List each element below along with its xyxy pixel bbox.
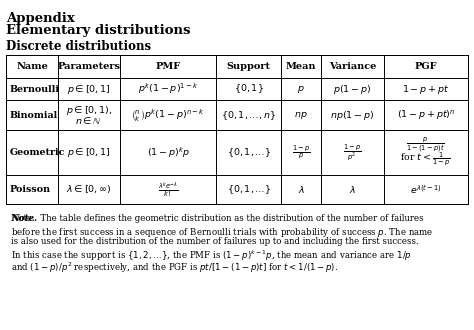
Text: $np$: $np$ (294, 110, 308, 121)
Text: $\lambda$: $\lambda$ (298, 184, 305, 195)
Text: $p^k(1-p)^{1-k}$: $p^k(1-p)^{1-k}$ (138, 82, 198, 96)
Text: Bernoulli: Bernoulli (9, 84, 59, 94)
Text: $(1-p)^k p$: $(1-p)^k p$ (146, 145, 190, 160)
Text: $\frac{1-p}{p}$: $\frac{1-p}{p}$ (292, 144, 310, 161)
Text: $\frac{p}{1-(1-p)t}$: $\frac{p}{1-(1-p)t}$ (406, 135, 445, 154)
Text: $\lambda \in [0,\infty)$: $\lambda \in [0,\infty)$ (66, 183, 112, 195)
Text: Note.: Note. (11, 214, 37, 223)
Text: $p(1-p)$: $p(1-p)$ (333, 82, 372, 96)
Text: Name: Name (16, 62, 48, 71)
Text: Appendix: Appendix (6, 12, 75, 25)
Text: Elementary distributions: Elementary distributions (6, 24, 191, 37)
Text: Poisson: Poisson (9, 185, 50, 194)
Text: $\{0,1\}$: $\{0,1\}$ (234, 83, 264, 95)
Text: $\lambda$: $\lambda$ (349, 184, 356, 195)
Text: $\{0,1,\ldots,n\}$: $\{0,1,\ldots,n\}$ (221, 109, 276, 121)
Text: $p$: $p$ (297, 83, 305, 95)
Text: Discrete distributions: Discrete distributions (6, 40, 151, 52)
Bar (6, 55, 468, 204)
Text: is also used for the distribution of the number of failures up to and including : is also used for the distribution of the… (11, 237, 419, 247)
Text: $n \in \mathbb{N}$: $n \in \mathbb{N}$ (75, 115, 102, 126)
Text: Mean: Mean (286, 62, 316, 71)
Text: Geometric: Geometric (9, 148, 64, 157)
Text: before the first success in a sequence of Bernoulli trials with probability of s: before the first success in a sequence o… (11, 226, 434, 239)
Text: $\binom{n}{k}p^k(1-p)^{n-k}$: $\binom{n}{k}p^k(1-p)^{n-k}$ (131, 107, 205, 123)
Text: $\{0,1,\ldots\}$: $\{0,1,\ldots\}$ (227, 183, 271, 196)
Text: PMF: PMF (155, 62, 181, 71)
Text: Support: Support (227, 62, 271, 71)
Text: $\frac{\lambda^k e^{-\lambda}}{k!}$: $\frac{\lambda^k e^{-\lambda}}{k!}$ (158, 180, 178, 199)
Text: $p \in [0,1]$: $p \in [0,1]$ (67, 146, 111, 159)
Text: PGF: PGF (414, 62, 437, 71)
Text: and $(1-p)/p^2$ respectively, and the PGF is $pt/[1-(1-p)t]$ for $t < 1/(1-p)$.: and $(1-p)/p^2$ respectively, and the PG… (11, 261, 338, 275)
Text: Variance: Variance (328, 62, 376, 71)
Text: Parameters: Parameters (57, 62, 120, 71)
Text: Binomial: Binomial (9, 111, 57, 120)
Text: $np(1-p)$: $np(1-p)$ (330, 109, 374, 122)
Text: $p \in [0,1),$: $p \in [0,1),$ (66, 104, 112, 117)
Text: $\{0,1,\ldots\}$: $\{0,1,\ldots\}$ (227, 146, 271, 159)
Text: $1-p+pt$: $1-p+pt$ (402, 82, 449, 96)
Text: $p \in [0,1]$: $p \in [0,1]$ (67, 82, 111, 96)
Text: for $t < \frac{1}{1-p}$: for $t < \frac{1}{1-p}$ (401, 151, 451, 169)
Text: Note.  The table defines the geometric distribution as the distribution of the n: Note. The table defines the geometric di… (11, 214, 424, 223)
Text: $e^{\lambda(t-1)}$: $e^{\lambda(t-1)}$ (410, 183, 442, 196)
Text: $(1-p+pt)^n$: $(1-p+pt)^n$ (397, 108, 455, 122)
Text: In this case the support is $\{1,2,\ldots\}$, the PMF is $(1-p)^{k-1}p$, the mea: In this case the support is $\{1,2,\ldot… (11, 249, 412, 263)
Text: $\frac{1-p}{p^2}$: $\frac{1-p}{p^2}$ (343, 142, 362, 162)
